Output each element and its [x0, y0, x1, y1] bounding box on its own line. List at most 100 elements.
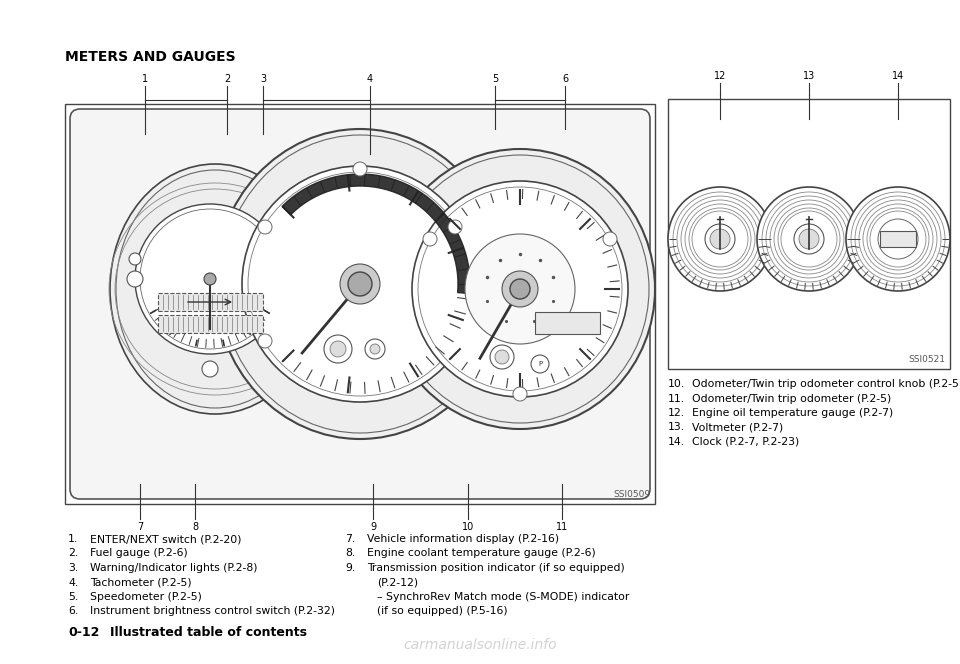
- Text: 10: 10: [462, 522, 474, 532]
- Text: Voltmeter (P.2-7): Voltmeter (P.2-7): [692, 422, 783, 432]
- Text: Instrument brightness control switch (P.2-32): Instrument brightness control switch (P.…: [90, 606, 335, 616]
- Text: 8: 8: [192, 522, 198, 532]
- Circle shape: [531, 355, 549, 373]
- Circle shape: [242, 166, 478, 402]
- Text: Vehicle information display (P.2-16): Vehicle information display (P.2-16): [367, 534, 559, 544]
- Text: 9: 9: [370, 522, 376, 532]
- Circle shape: [668, 187, 772, 291]
- Text: 7.: 7.: [345, 534, 355, 544]
- Text: Engine oil temperature gauge (P.2-7): Engine oil temperature gauge (P.2-7): [692, 408, 893, 418]
- Bar: [880, 231, 916, 247]
- Circle shape: [794, 224, 824, 254]
- Text: 3: 3: [260, 74, 266, 84]
- Circle shape: [418, 187, 622, 391]
- Text: 5.: 5.: [68, 592, 79, 602]
- Text: 4: 4: [367, 74, 373, 84]
- Text: 12.: 12.: [668, 408, 685, 418]
- Text: 14.: 14.: [668, 437, 685, 447]
- Circle shape: [353, 162, 367, 176]
- Text: 9.: 9.: [345, 563, 355, 573]
- Text: 1.: 1.: [68, 534, 79, 544]
- Text: Tachometer (P.2-5): Tachometer (P.2-5): [90, 578, 192, 588]
- Circle shape: [202, 361, 218, 377]
- Text: (P.2-12): (P.2-12): [377, 578, 419, 588]
- Circle shape: [140, 209, 280, 349]
- Text: Odometer/Twin trip odometer (P.2-5): Odometer/Twin trip odometer (P.2-5): [692, 394, 891, 404]
- Text: 12: 12: [714, 71, 726, 81]
- Circle shape: [340, 264, 380, 304]
- Circle shape: [370, 344, 380, 354]
- Circle shape: [705, 224, 735, 254]
- Text: 4.: 4.: [68, 578, 79, 588]
- Bar: [65, 104, 655, 504]
- Text: Illustrated table of contents: Illustrated table of contents: [110, 626, 307, 639]
- Text: 2: 2: [224, 74, 230, 84]
- Circle shape: [330, 341, 346, 357]
- Ellipse shape: [110, 164, 320, 414]
- Text: carmanualsonline.info: carmanualsonline.info: [403, 638, 557, 652]
- Circle shape: [423, 232, 437, 246]
- Circle shape: [324, 335, 352, 363]
- Text: Transmission position indicator (if so equipped): Transmission position indicator (if so e…: [367, 563, 625, 573]
- Ellipse shape: [385, 149, 655, 429]
- Circle shape: [365, 339, 385, 359]
- Text: 2.: 2.: [68, 548, 79, 558]
- Text: 5: 5: [492, 74, 498, 84]
- Circle shape: [603, 232, 617, 246]
- Circle shape: [513, 387, 527, 401]
- Circle shape: [204, 273, 216, 285]
- Text: 8.: 8.: [345, 548, 355, 558]
- Circle shape: [248, 172, 472, 396]
- Circle shape: [495, 350, 509, 364]
- Bar: [158, 293, 263, 311]
- Ellipse shape: [116, 170, 314, 408]
- Text: – SynchroRev Match mode (S-MODE) indicator: – SynchroRev Match mode (S-MODE) indicat…: [377, 592, 630, 602]
- Ellipse shape: [221, 135, 499, 433]
- Text: METERS AND GAUGES: METERS AND GAUGES: [65, 50, 235, 64]
- Text: 13: 13: [803, 71, 815, 81]
- Circle shape: [258, 334, 272, 348]
- Circle shape: [502, 271, 538, 307]
- Text: 13.: 13.: [668, 422, 685, 432]
- Text: Engine coolant temperature gauge (P.2-6): Engine coolant temperature gauge (P.2-6): [367, 548, 596, 558]
- Text: ENTER/NEXT switch (P.2-20): ENTER/NEXT switch (P.2-20): [90, 534, 242, 544]
- Circle shape: [448, 220, 462, 234]
- Text: P: P: [538, 361, 542, 367]
- Text: 3.: 3.: [68, 563, 79, 573]
- Text: SSI0521: SSI0521: [908, 355, 945, 364]
- Text: 14: 14: [892, 71, 904, 81]
- FancyBboxPatch shape: [70, 109, 650, 499]
- Text: 6.: 6.: [68, 606, 79, 616]
- Text: Speedometer (P.2-5): Speedometer (P.2-5): [90, 592, 202, 602]
- Circle shape: [348, 272, 372, 296]
- Text: Odometer/Twin trip odometer control knob (P.2-5): Odometer/Twin trip odometer control knob…: [692, 379, 960, 389]
- Circle shape: [465, 234, 575, 344]
- Bar: [535, 312, 600, 334]
- Bar: [668, 99, 950, 369]
- Text: Clock (P.2-7, P.2-23): Clock (P.2-7, P.2-23): [692, 437, 800, 447]
- Ellipse shape: [215, 129, 505, 439]
- Bar: [158, 315, 263, 333]
- Circle shape: [127, 271, 143, 287]
- Text: 1: 1: [142, 74, 148, 84]
- Text: 6: 6: [562, 74, 568, 84]
- Circle shape: [757, 187, 861, 291]
- Text: 11: 11: [556, 522, 568, 532]
- Text: 10.: 10.: [668, 379, 685, 389]
- Text: Fuel gauge (P.2-6): Fuel gauge (P.2-6): [90, 548, 188, 558]
- Circle shape: [258, 220, 272, 234]
- Circle shape: [412, 181, 628, 397]
- Text: 7: 7: [137, 522, 143, 532]
- Ellipse shape: [391, 155, 649, 423]
- Text: 11.: 11.: [668, 394, 685, 404]
- Polygon shape: [282, 174, 470, 293]
- Circle shape: [135, 204, 285, 354]
- Text: Warning/Indicator lights (P.2-8): Warning/Indicator lights (P.2-8): [90, 563, 257, 573]
- Circle shape: [490, 345, 514, 369]
- Text: SSI0509: SSI0509: [612, 490, 650, 499]
- Text: 0-12: 0-12: [68, 626, 100, 639]
- Circle shape: [510, 279, 530, 299]
- Circle shape: [129, 253, 141, 265]
- Circle shape: [846, 187, 950, 291]
- Text: (if so equipped) (P.5-16): (if so equipped) (P.5-16): [377, 606, 508, 616]
